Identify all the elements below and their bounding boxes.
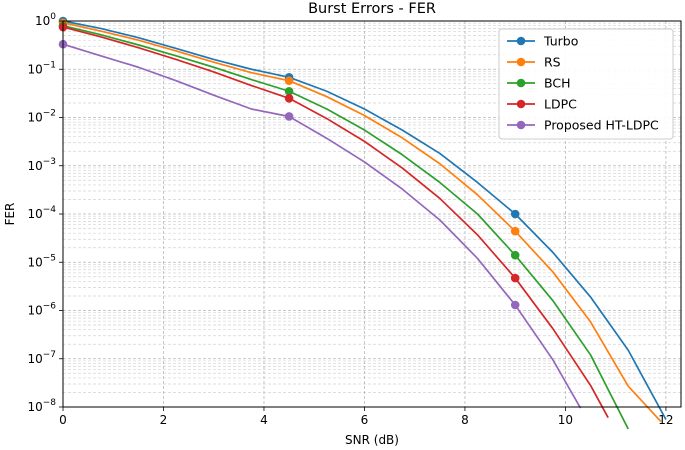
series-layer xyxy=(58,16,667,430)
y-tick-label: 10−7 xyxy=(27,350,56,366)
x-tick-label: 0 xyxy=(59,413,67,427)
data-point xyxy=(284,86,294,96)
legend-item: Proposed HT-LDPC xyxy=(507,118,659,133)
legend-label: BCH xyxy=(544,76,570,91)
data-point xyxy=(510,300,520,310)
y-tick-label: 10−1 xyxy=(27,60,56,76)
series-line xyxy=(62,43,582,409)
x-tick-label: 2 xyxy=(160,413,168,427)
data-point xyxy=(510,226,520,236)
series-proposed-ht-ldpc xyxy=(58,39,582,409)
series-line xyxy=(62,21,662,423)
legend-swatch-marker xyxy=(516,120,526,130)
series-bch xyxy=(58,21,629,430)
x-tick-label: 8 xyxy=(461,413,469,427)
x-axis-ticks: 0 2 4 6 8 10 12 xyxy=(59,407,674,427)
legend-label: Turbo xyxy=(543,34,578,49)
y-tick-label: 100 xyxy=(35,12,56,28)
x-tick-label: 4 xyxy=(260,413,268,427)
data-point xyxy=(510,209,520,219)
legend-label: LDPC xyxy=(544,97,577,112)
legend-item: LDPC xyxy=(507,97,577,112)
y-axis-label: FER xyxy=(3,203,17,226)
x-tick-label: 10 xyxy=(558,413,573,427)
series-line xyxy=(62,24,629,430)
legend-swatch-marker xyxy=(516,78,526,88)
legend: Turbo RS BCH LDPC Proposed HT-LDPC xyxy=(498,28,674,140)
legend-item: Turbo xyxy=(507,34,578,49)
y-tick-label: 10−8 xyxy=(27,398,56,414)
series-line xyxy=(62,20,667,420)
legend-item: BCH xyxy=(507,76,570,91)
legend-swatch-marker xyxy=(516,36,526,46)
legend-box xyxy=(498,28,674,140)
data-point xyxy=(284,93,294,103)
y-tick-label: 10−2 xyxy=(27,109,56,125)
series-line xyxy=(62,26,609,419)
legend-swatch-marker xyxy=(516,99,526,109)
legend-swatch-marker xyxy=(516,57,526,67)
y-tick-label: 10−3 xyxy=(27,157,56,173)
y-axis-ticks: 100 10−1 10−2 10−3 10−4 10−5 10−6 10−7 10−8 xyxy=(27,12,63,414)
x-axis-label: SNR (dB) xyxy=(345,433,399,447)
y-tick-label: 10−6 xyxy=(27,302,56,318)
x-tick-label: 12 xyxy=(658,413,673,427)
data-point xyxy=(510,250,520,260)
chart-title: Burst Errors - FER xyxy=(308,1,436,17)
data-point xyxy=(510,273,520,283)
data-point xyxy=(284,76,294,85)
legend-item: RS xyxy=(507,55,561,70)
legend-label: RS xyxy=(544,55,561,70)
legend-label: Proposed HT-LDPC xyxy=(544,118,659,133)
y-tick-label: 10−4 xyxy=(27,205,56,221)
data-point xyxy=(284,112,294,121)
x-tick-label: 6 xyxy=(361,413,369,427)
y-tick-label: 10−5 xyxy=(27,253,56,269)
